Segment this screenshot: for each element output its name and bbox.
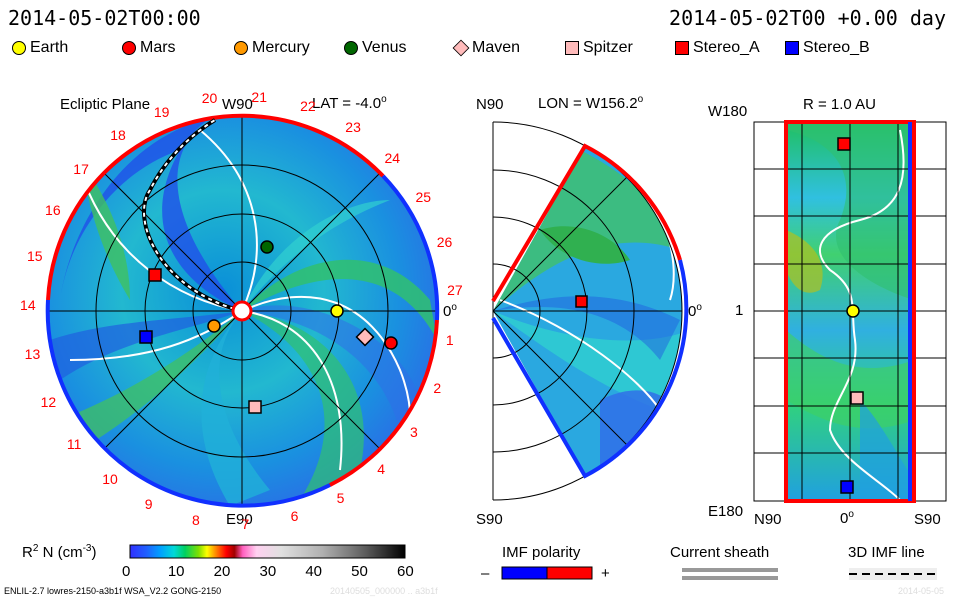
radial-bottom-left-label: E180 [708,503,744,520]
radial-bottom-label-s90: S90 [914,511,941,528]
ecliptic-bottom-label: E90 [226,511,253,528]
legend-stereo-b: Stereo_B [785,38,870,58]
carrington-number: 13 [24,346,41,363]
maven-icon [452,39,470,57]
imf-polarity-title: IMF polarity [502,544,581,561]
radial-mid-left-label: 1 [735,302,744,319]
stereo-b-icon [785,41,799,55]
imf-line-title: 3D IMF line [848,544,925,561]
carrington-number: 22 [300,98,316,115]
stereo-a-marker [148,268,162,282]
colorbar-tick-label: 20 [213,563,231,580]
stereo-a-icon [675,41,689,55]
earth-icon [12,41,26,55]
colorbar-tick-label: 40 [305,563,323,580]
footer-left: ENLIL-2.7 lowres-2150-a3b1f WSA_V2.2 GON… [4,586,222,596]
legend-stereo-a: Stereo_A [675,38,760,58]
earth-marker [330,304,344,318]
ecliptic-density-field [50,118,437,506]
colorbar-tick-label: 0 [122,563,131,580]
imf-line-swatch [849,568,937,580]
stereo-a-meridional-marker [575,295,588,308]
carrington-number: 10 [102,470,118,487]
current-sheath-title: Current sheath [670,544,770,561]
carrington-number: 26 [436,233,453,250]
ecliptic-plane-panel [45,113,440,508]
mercury-marker [207,319,221,333]
carrington-number: 1 [445,331,454,348]
colorbar-tick-label: 50 [351,563,368,580]
carrington-number: 3 [410,423,418,440]
carrington-number: 17 [73,160,89,177]
mars-icon [122,41,136,55]
carrington-number: 9 [144,496,153,513]
carrington-number: 8 [191,511,200,528]
carrington-number: 7 [241,515,250,532]
legend-maven: Maven [452,38,520,58]
legend-mercury: Mercury [234,38,310,58]
footer-far-right: 2014-05-05 [898,586,945,596]
meridional-top-label: N90 [476,96,504,113]
stereo-b-radial-marker [840,480,854,494]
meridional-bottom-label: S90 [476,511,503,528]
radial-bottom-label-n90: N90 [754,511,782,528]
datetime-left: 2014-05-02T00:00 [8,6,201,30]
legend-venus: Venus [344,38,406,58]
carrington-number: 11 [66,435,82,452]
footer-right: 20140505_000000 .. a3b1f [330,586,438,596]
meridional-right-label: 0o [688,302,702,320]
stereo-a-radial-marker [837,137,851,151]
carrington-number: 5 [336,489,345,506]
carrington-number: 25 [415,188,432,205]
meridional-lon-label: LON = W156.2o [538,94,644,112]
carrington-number: 23 [345,119,361,136]
carrington-number: 27 [447,282,463,299]
imf-polarity-plus: + [601,565,610,582]
spitzer-radial-marker [850,391,864,405]
carrington-number: 19 [153,103,170,120]
venus-marker [260,240,274,254]
colorbar-tick-label: 60 [397,563,414,580]
carrington-number: 21 [251,88,267,105]
colorbar-tick-label: 10 [167,563,185,580]
radial-top-left-label: W180 [708,103,748,120]
datetime-right: 2014-05-02T00 +0.00 day [669,6,946,30]
spitzer-icon [565,41,579,55]
mercury-icon [234,41,248,55]
legend-spitzer: Spitzer [565,38,633,58]
legend-earth: Earth [12,38,68,58]
meridional-plane-panel [491,121,689,501]
radial-map-panel [753,120,947,503]
radial-bottom-label-0: 0o [840,509,854,527]
earth-radial-marker [846,304,860,318]
colorbar-tick-label: 30 [259,563,277,580]
carrington-number: 2 [433,379,442,396]
radial-title: R = 1.0 AU [803,96,876,113]
carrington-number: 6 [290,508,299,525]
carrington-number: 15 [26,247,43,264]
imf-polarity-minus: – [481,565,490,582]
carrington-number: 16 [45,201,61,218]
colorbar-label: R2 N (cm-3) [22,543,97,561]
stereo-b-marker [139,330,153,344]
ecliptic-top-label: W90 [222,96,253,113]
current-sheath-swatch [682,568,778,580]
carrington-number: 20 [201,90,218,107]
density-colorbar [129,544,406,559]
venus-icon [344,41,358,55]
carrington-number: 24 [384,149,401,166]
ecliptic-title: Ecliptic Plane [60,96,151,113]
maven-marker [355,327,375,347]
ecliptic-lat-label: LAT = -4.0o [312,94,387,112]
imf-polarity-bar [501,566,593,580]
spitzer-marker [248,400,262,414]
carrington-number: 12 [40,393,57,410]
carrington-number: 18 [110,127,126,144]
carrington-number: 14 [20,297,36,314]
mars-marker [384,336,398,350]
ecliptic-right-label: 0o [443,302,457,320]
carrington-number: 4 [377,461,385,478]
legend-mars: Mars [122,38,176,58]
